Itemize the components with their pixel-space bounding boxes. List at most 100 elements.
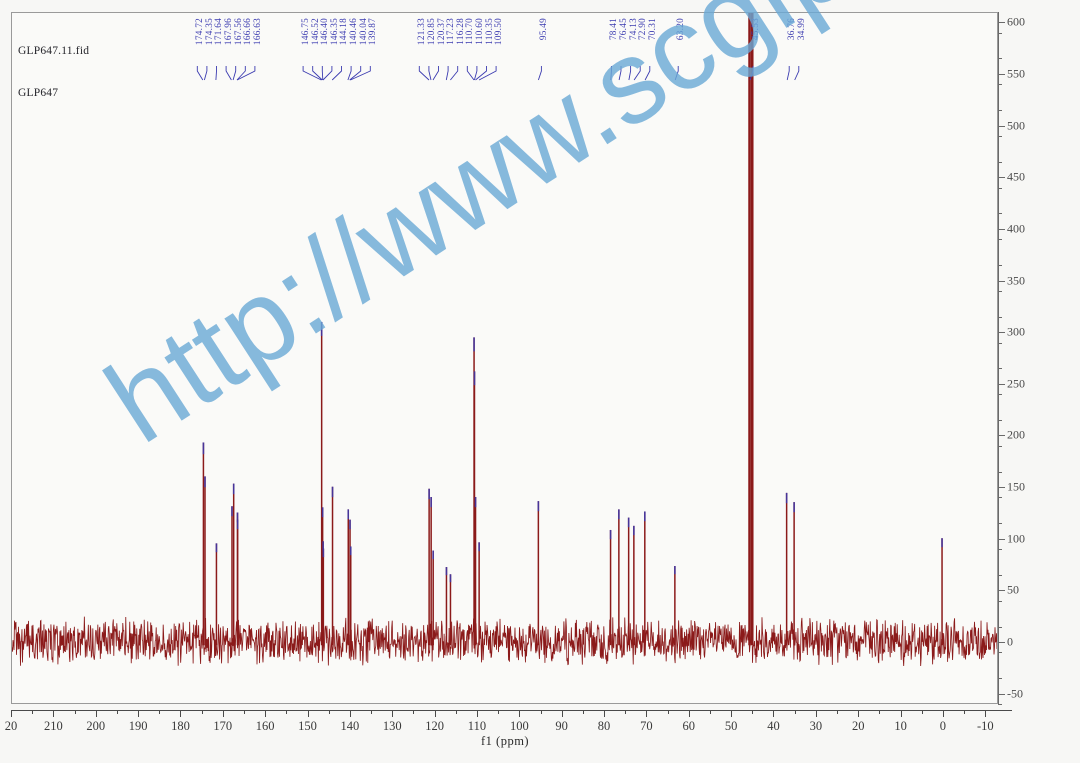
y-axis-tick xyxy=(998,22,1005,24)
y-axis-tick xyxy=(998,73,1005,75)
peak-label: 174.72 xyxy=(194,18,205,46)
y-axis-tick xyxy=(998,280,1005,282)
y-axis-tick xyxy=(998,693,1005,695)
x-axis-minor-tick xyxy=(625,710,627,714)
x-axis-tick-label: 40 xyxy=(767,719,780,733)
x-axis-minor-tick xyxy=(413,710,415,714)
y-axis-minor-tick xyxy=(998,290,1002,292)
x-axis-minor-tick xyxy=(582,710,584,714)
y-axis-minor-tick xyxy=(998,523,1002,525)
y-axis-tick xyxy=(998,177,1005,179)
x-axis-minor-tick xyxy=(921,710,923,714)
x-axis-minor-tick xyxy=(540,710,542,714)
x-axis-tick-label: 20 xyxy=(851,719,865,733)
x-axis-tick-label: 210 xyxy=(43,719,63,733)
peak-label: 140.46 xyxy=(348,18,359,46)
x-axis-minor-tick xyxy=(794,710,796,714)
y-axis-minor-tick xyxy=(998,626,1002,628)
x-axis-minor-tick xyxy=(752,710,754,714)
y-axis-minor-tick xyxy=(998,574,1002,576)
x-axis-tick-label: 0 xyxy=(939,719,947,733)
peak-label: 144.18 xyxy=(338,18,349,46)
y-axis-minor-tick xyxy=(998,652,1002,654)
x-axis-tick xyxy=(392,710,394,717)
x-axis-tick xyxy=(519,710,521,717)
x-axis-tick xyxy=(646,710,648,717)
y-axis-tick-label: 50 xyxy=(1007,582,1019,597)
file-name-label: GLP647.11.fid xyxy=(18,45,90,57)
y-axis-minor-tick xyxy=(998,32,1002,34)
x-axis-minor-tick xyxy=(964,710,966,714)
y-axis-minor-tick xyxy=(998,600,1002,602)
y-axis-minor-tick xyxy=(998,549,1002,551)
y-axis-minor-tick xyxy=(998,316,1002,318)
x-axis-tick xyxy=(688,710,690,717)
x-axis-tick xyxy=(265,710,267,717)
x-axis-minor-tick xyxy=(709,710,711,714)
x-axis-tick xyxy=(476,710,478,717)
y-axis-line xyxy=(998,12,1000,704)
x-axis-tick-label: 100 xyxy=(509,719,529,733)
y-axis: 600 550 500 450 400 350 300 250 200 150 100 50 0 -50 xyxy=(998,12,1080,705)
x-axis-tick xyxy=(942,710,944,717)
spectrum-plot-area[interactable] xyxy=(11,12,998,704)
y-axis-tick-label: 350 xyxy=(1007,273,1025,288)
x-axis-tick xyxy=(349,710,351,717)
y-axis-tick xyxy=(998,228,1005,230)
x-axis-tick-label: 110 xyxy=(467,719,487,733)
y-axis-minor-tick xyxy=(998,471,1002,473)
y-axis-tick xyxy=(998,487,1005,489)
x-axis-minor-tick xyxy=(328,710,330,714)
y-axis-tick-label: 600 xyxy=(1007,14,1025,29)
x-axis-tick xyxy=(604,710,606,717)
x-axis-tick-label: 90 xyxy=(555,719,568,733)
y-axis-minor-tick xyxy=(998,445,1002,447)
peak-label: 78.41 xyxy=(608,18,619,41)
x-axis-minor-tick xyxy=(243,710,245,714)
peak-label: 166.63 xyxy=(251,18,262,46)
x-axis-tick-label: 200 xyxy=(86,719,106,733)
y-axis-minor-tick xyxy=(998,239,1002,241)
x-axis-tick xyxy=(900,710,902,717)
y-axis-minor-tick xyxy=(998,368,1002,370)
x-axis-minor-tick xyxy=(286,710,288,714)
x-axis-tick xyxy=(307,710,309,717)
x-axis-minor-tick xyxy=(371,710,373,714)
x-axis-tick-label: 180 xyxy=(171,719,190,733)
y-axis-minor-tick xyxy=(998,213,1002,215)
y-axis-tick xyxy=(998,332,1005,334)
x-axis-tick-label: 80 xyxy=(597,719,611,733)
x-axis: f1 (ppm) 20 210 200 190 180 170 160 150 140 130 12… xyxy=(5,710,1061,750)
x-axis-title: f1 (ppm) xyxy=(481,734,530,748)
x-axis-minor-tick xyxy=(455,710,457,714)
peak-label: 139.87 xyxy=(367,18,378,46)
y-axis-minor-tick xyxy=(998,135,1002,137)
y-axis-tick-label: 100 xyxy=(1007,531,1025,546)
peak-label: 110.70 xyxy=(464,18,475,45)
peak-label: 72.90 xyxy=(637,18,648,41)
peak-label: 76.45 xyxy=(617,18,628,41)
y-axis-minor-tick xyxy=(998,678,1002,680)
y-axis-tick xyxy=(998,435,1005,437)
x-axis-tick-label: -10 xyxy=(976,719,994,733)
x-axis-tick-label: 60 xyxy=(682,719,696,733)
y-axis-tick-label: 250 xyxy=(1007,376,1025,391)
x-axis-tick-label: 130 xyxy=(382,719,402,733)
peak-label: 36.76 xyxy=(786,18,797,41)
y-axis-tick-label: 450 xyxy=(1007,169,1025,184)
y-axis-tick xyxy=(998,538,1005,540)
peak-label: 110.60 xyxy=(473,18,484,45)
y-axis-minor-tick xyxy=(998,419,1002,421)
x-axis-tick-label: 10 xyxy=(894,719,907,733)
x-axis-minor-tick xyxy=(837,710,839,714)
x-axis-minor-tick xyxy=(159,710,161,714)
x-axis-tick-label: 150 xyxy=(298,719,317,733)
x-axis-minor-tick xyxy=(74,710,76,714)
x-axis-tick xyxy=(11,710,12,717)
y-axis-minor-tick xyxy=(998,187,1002,189)
x-axis-minor-tick xyxy=(879,710,881,714)
x-axis-minor-tick xyxy=(201,710,203,714)
peak-label: 63.20 xyxy=(675,18,686,41)
y-axis-minor-tick xyxy=(998,161,1002,163)
x-axis-tick-label: 190 xyxy=(128,719,148,733)
